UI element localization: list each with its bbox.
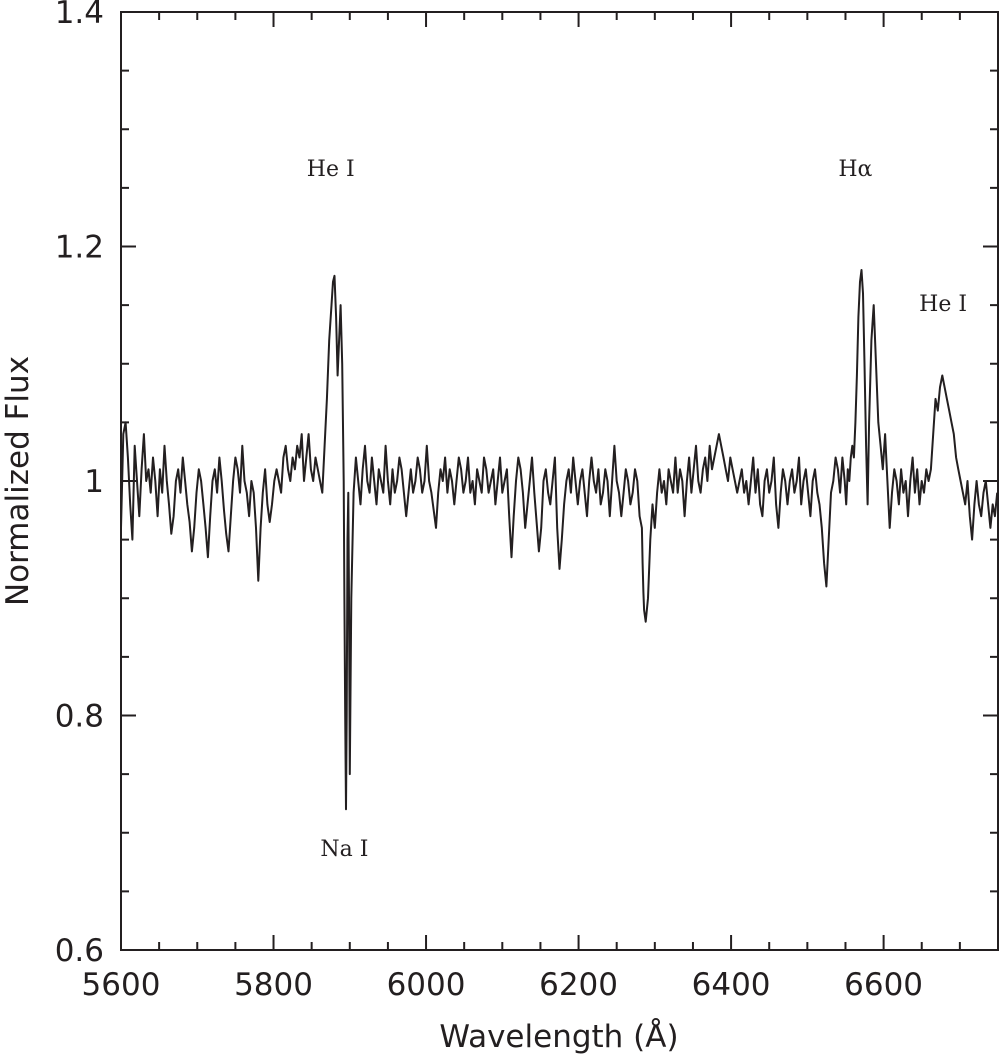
line-annotation: He I bbox=[307, 157, 355, 182]
line-annotation: Hα bbox=[838, 157, 872, 182]
annotations: He I Na I Hα He I bbox=[307, 157, 967, 862]
y-tick-label: 0.8 bbox=[55, 699, 104, 735]
axis-ticks bbox=[120, 11, 999, 951]
series-layer bbox=[120, 269, 999, 811]
y-tick-label: 0.6 bbox=[55, 933, 104, 969]
x-tick-label: 6400 bbox=[692, 967, 771, 1003]
x-tick-label: 6200 bbox=[539, 967, 618, 1003]
line-annotation: Na I bbox=[320, 837, 368, 862]
y-axis-label: Normalized Flux bbox=[0, 356, 36, 606]
line-annotation: He I bbox=[919, 292, 967, 317]
x-axis-label: Wavelength (Å) bbox=[439, 1019, 678, 1055]
y-tick-label: 1.2 bbox=[55, 230, 104, 266]
x-tick-label: 6600 bbox=[844, 967, 923, 1003]
x-tick-label: 5600 bbox=[82, 967, 161, 1003]
x-tick-label: 6000 bbox=[387, 967, 466, 1003]
spectrum-line bbox=[120, 269, 999, 811]
x-tick-label: 5800 bbox=[234, 967, 313, 1003]
tick-labels: 5600 5800 6000 6200 6400 6600 0.6 0.8 1 1.2 1.4 bbox=[55, 0, 923, 1003]
y-tick-label: 1.4 bbox=[55, 0, 104, 31]
y-tick-label: 1 bbox=[84, 464, 104, 500]
plot-frame bbox=[120, 11, 999, 951]
